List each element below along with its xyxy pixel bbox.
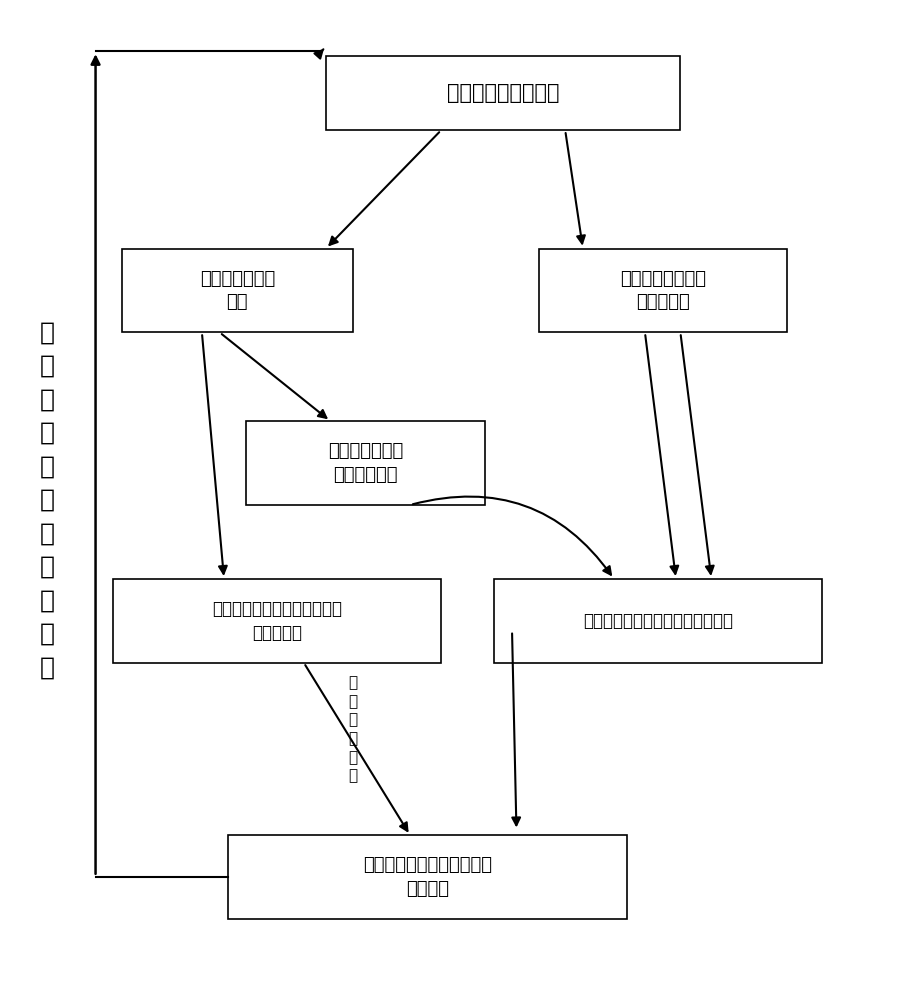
Text: 三者对比分析得出围岩级别及参数: 三者对比分析得出围岩级别及参数 xyxy=(583,612,734,630)
FancyBboxPatch shape xyxy=(494,579,823,663)
Text: 开挖验证该段及
监控: 开挖验证该段及 监控 xyxy=(200,270,275,311)
Text: 开挖前数值模以分
析该段开挖: 开挖前数值模以分 析该段开挖 xyxy=(620,270,706,311)
FancyBboxPatch shape xyxy=(113,579,441,663)
Text: 验证后数值模以
分析该段开挖: 验证后数值模以 分析该段开挖 xyxy=(328,442,403,484)
FancyBboxPatch shape xyxy=(247,421,485,505)
Text: 已分级的当前段围岩: 已分级的当前段围岩 xyxy=(447,83,560,103)
FancyBboxPatch shape xyxy=(229,835,627,919)
Text: 下
一
个
循
环
预
报
围
岩
级
别: 下 一 个 循 环 预 报 围 岩 级 别 xyxy=(40,320,54,680)
Text: 前方一段距离的围岩级别及
相关参数: 前方一段距离的围岩级别及 相关参数 xyxy=(364,856,492,898)
FancyBboxPatch shape xyxy=(538,249,787,332)
FancyBboxPatch shape xyxy=(122,249,353,332)
Text: 围
岩
定
量
分
级: 围 岩 定 量 分 级 xyxy=(348,675,357,783)
Text: 定性综合法预报前方一段距离
的围岩级别: 定性综合法预报前方一段距离 的围岩级别 xyxy=(212,600,342,642)
FancyBboxPatch shape xyxy=(326,56,680,130)
